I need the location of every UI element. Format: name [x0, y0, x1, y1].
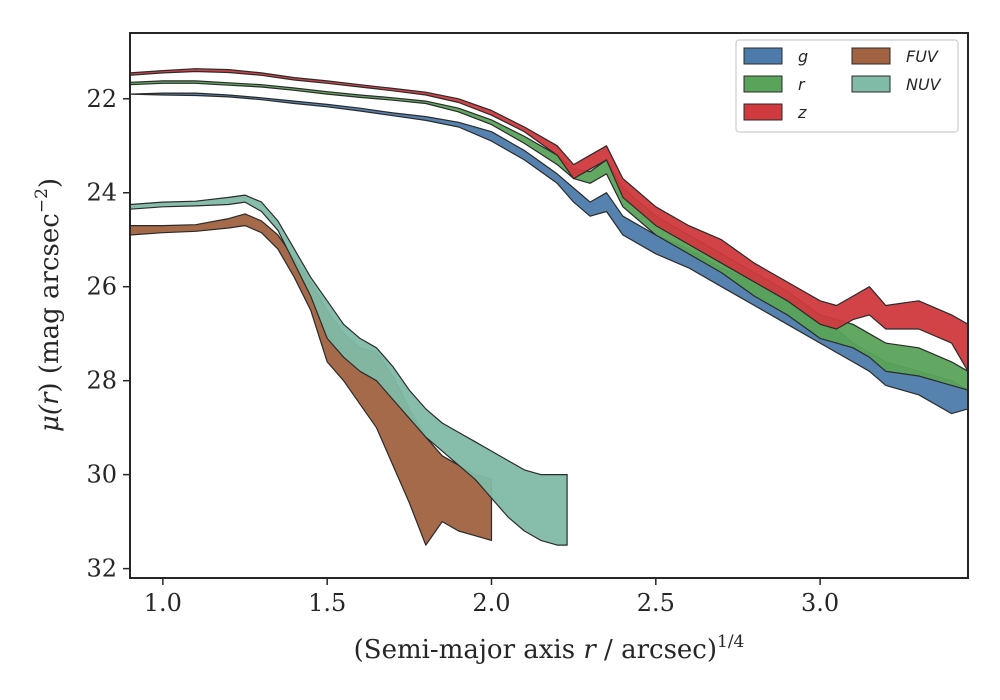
x-axis-ticks: 1.0 1.5 2.0 2.5 3.0 — [144, 578, 839, 617]
legend-label-fuv: FUV — [906, 47, 939, 66]
x-tick-label: 3.0 — [801, 589, 839, 617]
legend-label-r: r — [798, 75, 806, 94]
legend-swatch-z — [743, 103, 783, 121]
y-tick-label: 22 — [86, 85, 117, 113]
y-tick-label: 26 — [86, 273, 117, 301]
legend-swatch-fuv — [851, 47, 891, 65]
y-axis-ticks: 22 24 26 28 30 32 — [86, 85, 130, 583]
legend-label-nuv: NUV — [906, 75, 942, 94]
legend-swatch-r — [743, 75, 783, 93]
series-bands — [129, 68, 969, 546]
y-tick-label: 28 — [86, 367, 117, 395]
y-tick-label: 24 — [86, 179, 117, 207]
legend-frame — [735, 39, 959, 133]
plot-frame — [129, 32, 969, 579]
x-axis-title: (Semi-major axis r / arcsec)1/4 — [354, 632, 745, 665]
legend-items: grz FUV NUV — [743, 47, 942, 122]
legend-label-z: z — [797, 103, 807, 122]
series-band-nuv — [129, 194, 568, 546]
legend: grz FUV NUV — [735, 39, 959, 133]
y-tick-label: 32 — [86, 555, 117, 583]
series-band-fuv — [129, 213, 493, 546]
y-tick-label: 30 — [86, 461, 117, 489]
legend-swatch-g — [743, 47, 783, 65]
legend-label-g: g — [798, 47, 808, 66]
x-tick-label: 2.0 — [472, 589, 510, 617]
y-axis-title: μ(r) (mag arcsec−2) — [32, 178, 65, 432]
x-tick-label: 1.5 — [308, 589, 346, 617]
x-tick-label: 1.0 — [144, 589, 182, 617]
x-tick-label: 2.5 — [637, 589, 675, 617]
legend-swatch-nuv — [851, 75, 891, 93]
